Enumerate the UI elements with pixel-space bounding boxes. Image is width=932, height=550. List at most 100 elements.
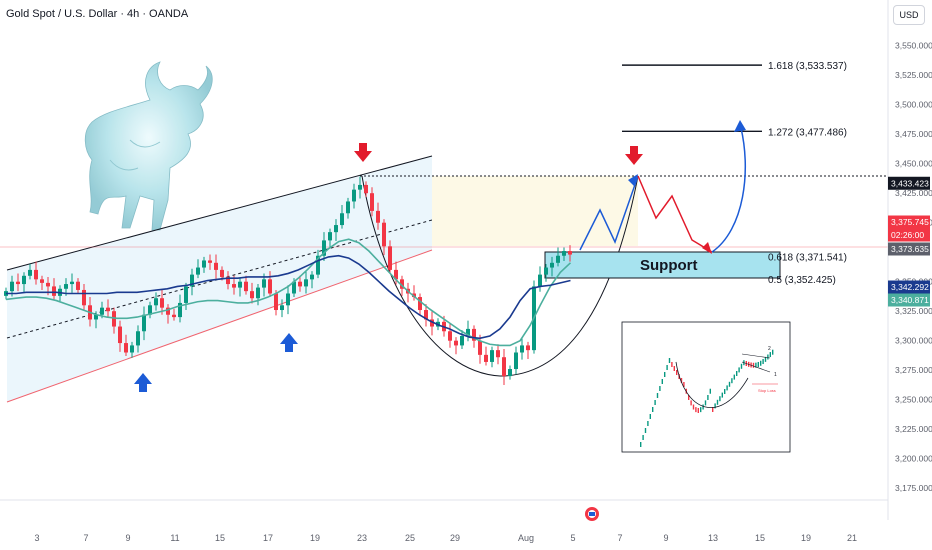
candle-body [544,267,548,275]
channel-upper-line [6,155,433,271]
candle-body [508,369,512,377]
candle-body [82,289,86,306]
candle-body [142,314,146,332]
inset-candle [659,386,661,391]
price-label-box [888,176,930,190]
time-tick-label: 15 [215,533,225,543]
price-label-box [888,228,930,242]
fib-label-0.618: 0.618 (3,371.541) [768,252,847,263]
candle-body [172,314,176,318]
time-tick-label: 23 [357,533,367,543]
inset-candle [640,442,642,447]
inset-candle [721,392,723,398]
currency-button[interactable]: USD [893,5,925,25]
fib-levels: 1.618 (3,533.537) 1.272 (3,477.486) 0.618 … [622,61,847,286]
candle-body [256,287,260,299]
inset-candle [762,359,764,365]
candles-group [4,176,572,385]
inset-candle [769,352,771,358]
candle-body [280,305,284,311]
price-label-text: 3,340.871 [891,295,929,305]
event-flag-icon[interactable] [585,507,599,521]
projection-path-blue [579,175,639,251]
price-label-box [888,215,930,229]
price-tick-label: 3,225.000 [895,424,932,434]
candle-body [448,331,452,341]
time-tick-label: 15 [755,533,765,543]
price-tick-label: 3,325.000 [895,306,932,316]
candle-body [22,275,26,285]
candle-body [520,345,524,353]
inset-candle [668,358,671,363]
price-axis[interactable]: 3,550.000 3,525.000 3,500.000 3,475.000 3,45… [887,0,932,520]
inset-candle [752,362,755,368]
bull-illustration [84,61,213,231]
symbol-title[interactable]: Gold Spot / U.S. Dollar · 4h · OANDA [6,8,189,20]
candle-body [118,326,122,344]
inset-candle [692,404,695,410]
channel-lower-line [6,249,433,403]
candle-body [484,354,488,362]
candle-body [154,298,158,306]
candle-body [550,262,554,268]
projection-path-red [637,175,713,253]
candle-body [430,319,434,327]
candle-body [352,189,356,202]
inset-candle [666,365,668,370]
candle-body [466,328,470,336]
candle-body [46,282,50,287]
time-tick-label: 19 [310,533,320,543]
price-tick-label: 3,450.000 [895,159,932,169]
candle-body [562,251,566,256]
inset-candle [649,414,651,419]
candle-body [328,232,332,241]
candle-body [502,357,506,377]
candle-body [196,267,200,275]
candle-body [526,345,530,351]
price-label-box [888,293,930,307]
inset-candle [673,366,675,371]
inset-candle [671,362,673,367]
price-tick-label: 3,425.000 [895,188,932,198]
candle-body [538,274,542,287]
price-tick-label: 3,250.000 [895,395,932,405]
inset-candle [719,396,721,402]
inset-candle [647,421,649,426]
candle-body [112,311,116,327]
inset-candle [683,382,685,387]
candle-body [292,281,296,294]
candle-body [472,328,476,341]
fib-label-1.272: 1.272 (3,477.486) [768,127,847,138]
candle-body [214,262,218,270]
time-tick-label: 29 [450,533,460,543]
candle-body [424,310,428,320]
inset-candle [707,395,709,400]
candle-body [130,345,134,353]
time-axis[interactable]: 3 7 9 11 15 17 19 23 25 29 Aug 5 7 9 13 15 19 21 [0,499,888,543]
inset-candle [664,372,666,377]
candle-body [148,305,152,315]
candle-body [418,297,422,311]
support-zone [544,251,781,279]
inset-candle [738,367,740,373]
candle-body [400,279,404,289]
price-tick-label: 3,500.000 [895,100,932,110]
candle-body [244,281,248,292]
candle-body [202,260,206,268]
candle-body [334,225,338,233]
inset-candle [680,378,683,383]
time-tick-label: 3 [34,533,39,543]
inset-wave-1: 1 [774,372,777,378]
candle-body [184,286,188,303]
candle-body [478,340,482,355]
price-tick-label: 3,300.000 [895,336,932,346]
candle-body [28,269,32,276]
candle-body [220,269,224,277]
inset-candle [716,399,719,405]
candle-body [64,284,68,289]
candle-body [124,343,128,353]
price-label-box [888,280,930,294]
projection-zone [432,176,638,246]
candle-body [388,246,392,270]
